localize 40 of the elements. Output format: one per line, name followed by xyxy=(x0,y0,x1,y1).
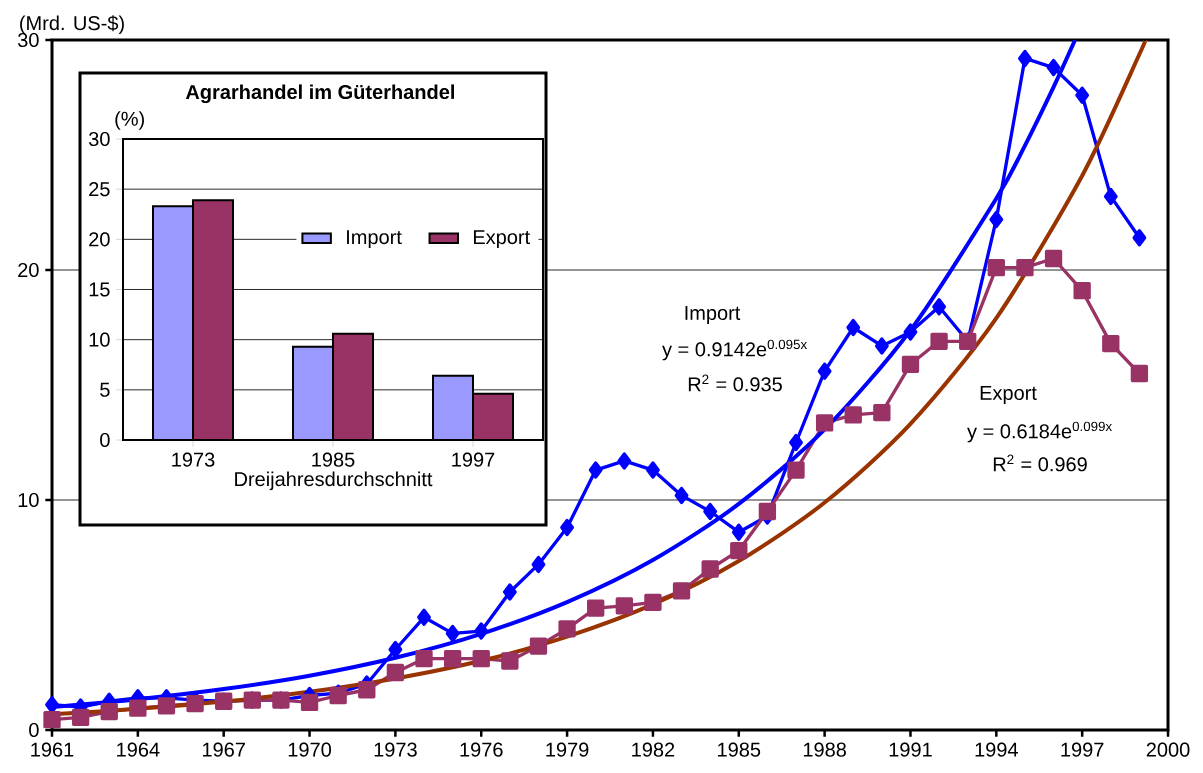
x-tick-label: 1973 xyxy=(374,742,417,757)
x-tick-label: 1979 xyxy=(546,742,589,757)
y-tick-label: 5 xyxy=(100,382,110,397)
y-tick-label: 0 xyxy=(100,432,110,448)
x-tick-label: 1997 xyxy=(452,452,495,467)
annotation: y = 0.6184e$^{0.099x}$ xyxy=(967,421,1113,443)
y-tick-label: 25 xyxy=(89,182,110,197)
y-axis-title: (%) xyxy=(115,111,144,130)
y-tick-label: 10 xyxy=(18,492,39,508)
x-tick-label: 1991 xyxy=(889,742,932,757)
annotation: R$^{2}$ = 0.935 xyxy=(688,374,782,392)
annotation: y = 0.9142e$^{0.095x}$ xyxy=(662,339,808,361)
x-tick-label: 1973 xyxy=(172,452,215,467)
x-tick-label: 1964 xyxy=(117,742,160,757)
x-tick-label: 1985 xyxy=(718,742,761,757)
x-tick-label: 1997 xyxy=(1061,742,1104,757)
y-tick-label: 10 xyxy=(89,332,110,347)
y-tick-label: 30 xyxy=(17,32,39,48)
x-tick-label: 2000 xyxy=(1146,742,1190,757)
x-tick-label: 1967 xyxy=(202,742,245,757)
y-tick-label: 30 xyxy=(88,131,110,147)
chart-title: Agrarhandel im Güterhandel xyxy=(185,84,454,104)
x-tick-label: 1982 xyxy=(632,742,675,757)
y-tick-label: 0 xyxy=(29,722,39,738)
x-tick-label: 1961 xyxy=(31,742,74,757)
y-tick-label: 20 xyxy=(89,232,110,247)
annotation: Export xyxy=(980,386,1037,404)
x-tick-label: 1994 xyxy=(975,742,1018,757)
x-tick-label: 1976 xyxy=(460,742,503,757)
annotation: Import xyxy=(685,306,741,324)
legend-label: Export xyxy=(473,230,530,249)
y-axis-title: (Mrd. US-$) xyxy=(20,15,124,35)
x-axis-title: Dreijahresdurchschnitt xyxy=(235,471,433,491)
y-tick-label: 20 xyxy=(18,262,39,278)
x-tick-label: 1970 xyxy=(288,742,332,757)
x-tick-label: 1985 xyxy=(312,452,355,467)
y-tick-label: 15 xyxy=(89,282,110,297)
annotation: R$^{2}$ = 0.969 xyxy=(993,454,1087,472)
x-tick-label: 1988 xyxy=(803,742,846,757)
legend-label: Import xyxy=(347,230,402,249)
